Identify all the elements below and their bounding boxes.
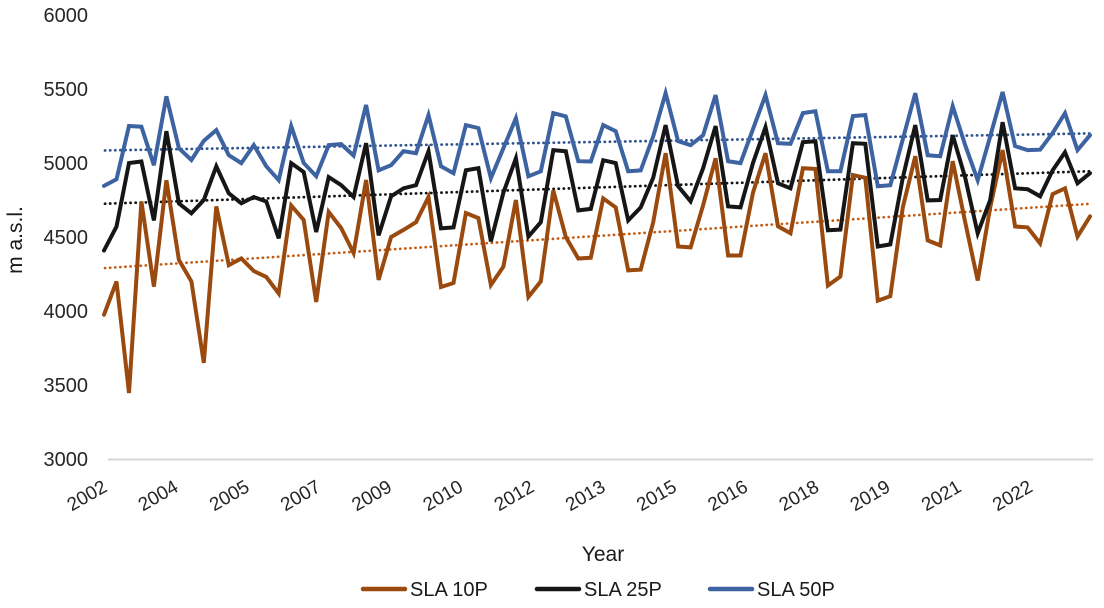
legend-label-sla-10p: SLA 10P <box>410 579 488 601</box>
x-tick-label: 2021 <box>918 477 965 516</box>
x-axis-title: Year <box>582 543 624 566</box>
x-tick-label: 2007 <box>277 477 324 516</box>
legend-label-sla-50p: SLA 50P <box>757 579 835 601</box>
y-tick-label: 3000 <box>44 449 89 471</box>
x-tick-label: 2013 <box>562 477 609 516</box>
x-tick-label: 2012 <box>491 477 538 516</box>
legend: SLA 10P SLA 25P SLA 50P <box>360 579 835 601</box>
series-line-sla-50p <box>102 85 1092 189</box>
y-axis-title: m a.s.l. <box>4 206 27 274</box>
series-layer <box>102 85 1092 394</box>
series-line-sla-25p <box>102 119 1092 253</box>
y-tick-label: 4000 <box>44 301 89 323</box>
x-tick-label: 2004 <box>135 476 182 516</box>
trendline-sla-25p <box>103 169 1094 206</box>
y-tick-label: 4500 <box>44 227 89 249</box>
x-tick-label: 2019 <box>847 477 894 516</box>
x-tick-label: 2009 <box>348 477 395 516</box>
x-tick-label: 2016 <box>704 477 751 516</box>
y-tick-label: 5000 <box>44 153 89 175</box>
series-line-sla-10p <box>102 149 1092 394</box>
x-tick-label: 2022 <box>989 477 1036 516</box>
y-tick-label: 3500 <box>44 375 89 397</box>
x-tick-label: 2005 <box>206 477 253 516</box>
x-tick-label: 2015 <box>633 477 680 516</box>
x-tick-label: 2018 <box>776 477 823 516</box>
x-tick-label: 2010 <box>420 477 467 516</box>
legend-label-sla-25p: SLA 25P <box>584 579 662 601</box>
y-tick-label: 6000 <box>44 5 89 27</box>
x-tick-label: 2002 <box>64 477 111 516</box>
x-axis-tick-labels: 2002 2004 2005 2007 2009 2010 2012 2013 2015 2016… <box>64 476 1037 516</box>
y-tick-label: 5500 <box>44 79 89 101</box>
trendline-sla-10p <box>103 202 1094 270</box>
y-axis-tick-labels: 3000 3500 4000 4500 5000 5500 6000 <box>44 5 89 471</box>
trendlines-layer <box>103 132 1094 270</box>
